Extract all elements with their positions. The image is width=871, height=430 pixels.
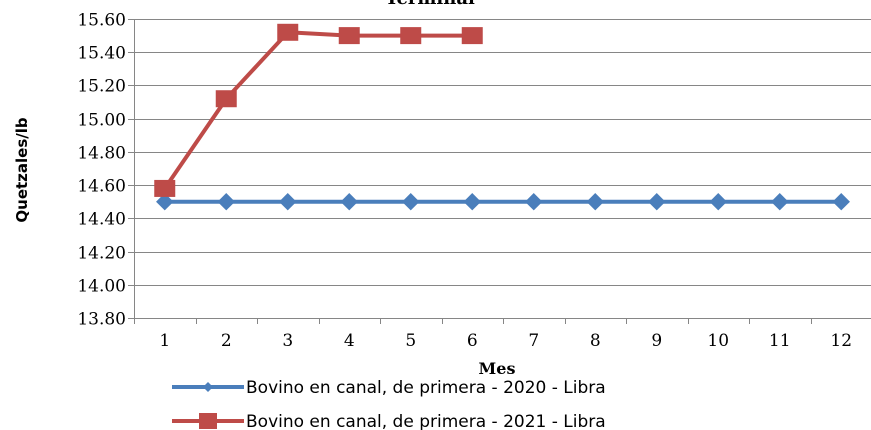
y-axis-label: Quetzales/lb bbox=[13, 117, 31, 222]
chart-title: Terminal bbox=[385, 0, 475, 9]
x-tick-label: 12 bbox=[830, 331, 852, 351]
y-tick-label: 14.20 bbox=[77, 244, 126, 264]
data-point bbox=[461, 27, 483, 45]
data-point bbox=[771, 193, 789, 211]
gridlines bbox=[134, 19, 871, 286]
x-tick-label: 5 bbox=[405, 331, 416, 351]
y-tick-label: 14.00 bbox=[77, 277, 126, 297]
x-tick-label: 6 bbox=[467, 331, 478, 351]
legend-marker bbox=[199, 413, 217, 429]
data-point bbox=[586, 193, 604, 211]
x-tick-label: 4 bbox=[344, 331, 355, 351]
x-tick-label: 2 bbox=[221, 331, 232, 351]
data-point bbox=[525, 193, 543, 211]
y-tick-label: 13.80 bbox=[77, 310, 126, 330]
series-group bbox=[154, 23, 850, 211]
x-tick-labels: 1 2 3 4 5 6 7 8 9 10 11 12 bbox=[159, 331, 852, 351]
y-tick-label: 15.00 bbox=[77, 111, 126, 131]
y-tick-label: 14.40 bbox=[77, 210, 126, 230]
data-point bbox=[400, 27, 422, 45]
data-point bbox=[156, 193, 174, 211]
data-point bbox=[709, 193, 727, 211]
x-tick-label: 10 bbox=[707, 331, 729, 351]
x-tick-label: 7 bbox=[528, 331, 539, 351]
data-point bbox=[648, 193, 666, 211]
y-tick-label: 14.60 bbox=[77, 177, 126, 197]
x-tick-label: 11 bbox=[769, 331, 791, 351]
x-axis-label: Mes bbox=[479, 359, 516, 378]
y-tick-label: 15.40 bbox=[77, 44, 126, 64]
legend-label-1: Bovino en canal, de primera - 2020 - Lib… bbox=[246, 378, 606, 398]
axes bbox=[128, 19, 871, 324]
data-point bbox=[277, 23, 299, 41]
x-tick-label: 3 bbox=[282, 331, 293, 351]
y-tick-label: 14.80 bbox=[77, 144, 126, 164]
x-tick-label: 9 bbox=[651, 331, 662, 351]
y-tick-label: 15.60 bbox=[77, 11, 126, 31]
legend-label-2: Bovino en canal, de primera - 2021 - Lib… bbox=[246, 412, 606, 430]
y-tick-label: 15.20 bbox=[77, 77, 126, 97]
data-point bbox=[217, 193, 235, 211]
data-point bbox=[338, 27, 360, 45]
y-tick-labels: 13.80 14.00 14.20 14.40 14.60 14.80 15.00 15.20… bbox=[77, 11, 126, 330]
data-point bbox=[463, 193, 481, 211]
data-point bbox=[279, 193, 297, 211]
series-line-2 bbox=[163, 30, 473, 190]
x-tick-label: 8 bbox=[590, 331, 601, 351]
data-point bbox=[215, 90, 237, 108]
data-point bbox=[340, 193, 358, 211]
legend-marker bbox=[203, 382, 213, 392]
data-point bbox=[832, 193, 850, 211]
data-point bbox=[154, 179, 176, 197]
data-point bbox=[402, 193, 420, 211]
legend: Bovino en canal, de primera - 2020 - Lib… bbox=[172, 378, 606, 430]
x-tick-label: 1 bbox=[159, 331, 170, 351]
